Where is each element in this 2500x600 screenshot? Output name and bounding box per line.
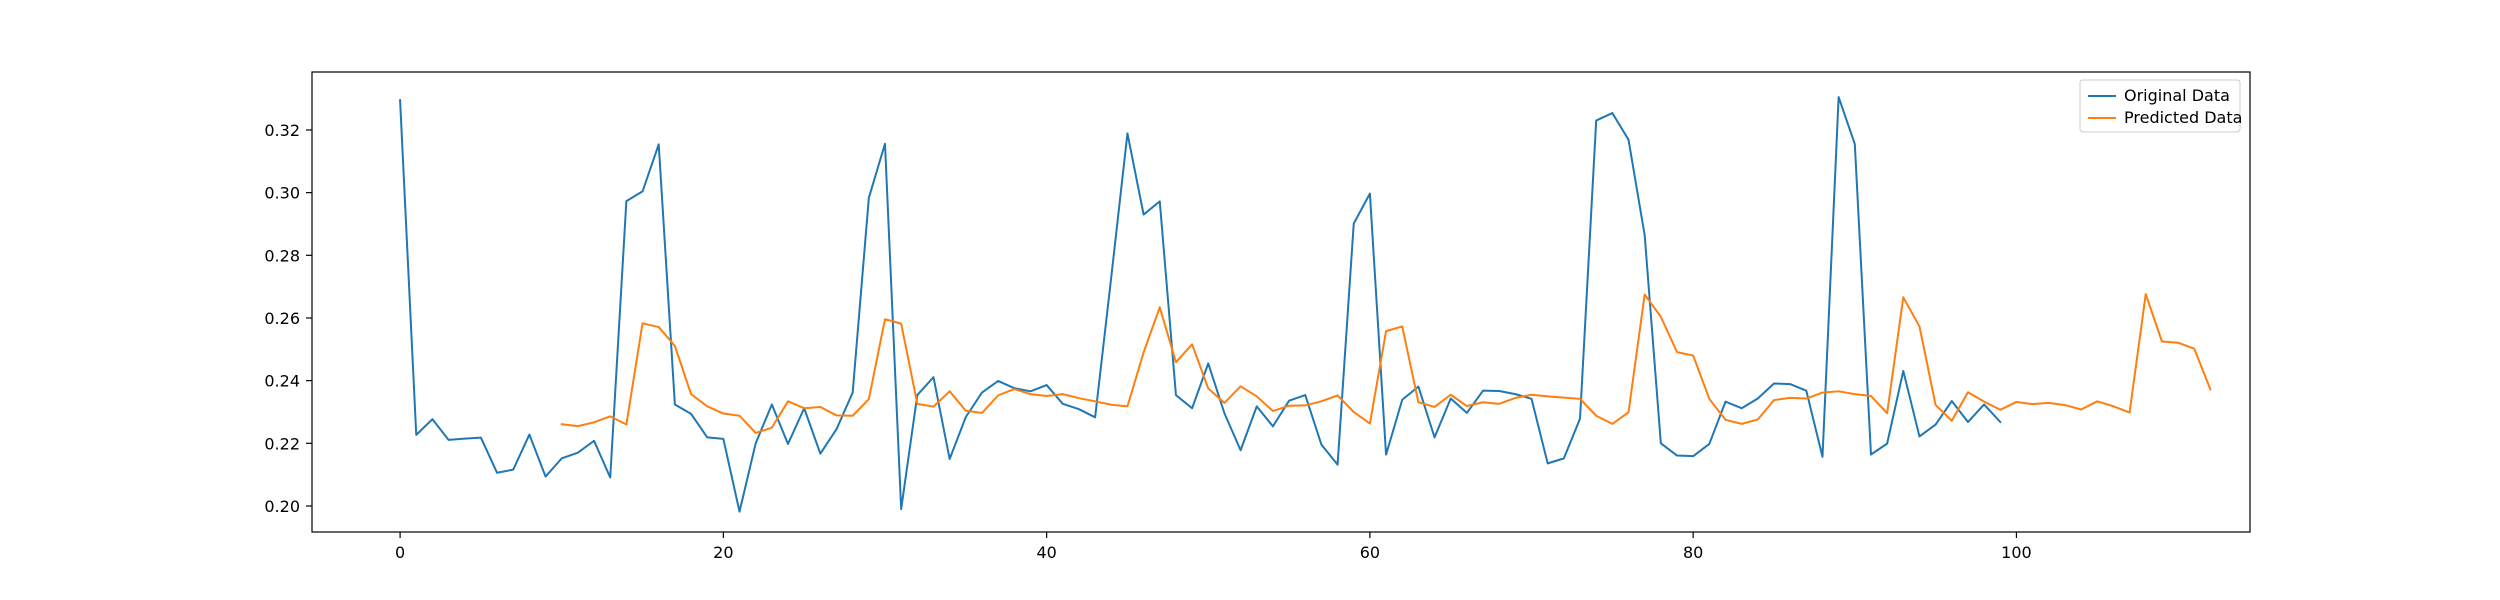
x-tick-label: 20 [713,543,733,562]
legend-label: Predicted Data [2124,108,2242,127]
axes: 0 20 40 60 80 100 0.20 0.22 0.24 0.26 0.28 0.30 0.32 [264,71,2251,562]
x-tick-label: 80 [1683,543,1703,562]
y-tick-label: 0.28 [264,246,300,265]
y-tick-label: 0.22 [264,434,300,453]
x-tick-label: 0 [395,543,405,562]
series-line-original [399,96,2002,513]
x-tick-label: 100 [2001,543,2032,562]
x-tick-label: 60 [1360,543,1380,562]
series-line-predicted [560,293,2212,434]
x-tick-label: 40 [1036,543,1056,562]
y-tick-label: 0.32 [264,121,300,140]
y-tick-label: 0.30 [264,184,300,203]
legend: Original Data Predicted Data [2079,79,2242,133]
y-tick-label: 0.26 [264,309,300,328]
y-tick-label: 0.24 [264,372,300,391]
y-tick-label: 0.20 [264,497,300,516]
legend-box [2079,79,2241,133]
plot-area [399,96,2212,513]
axes-frame [311,71,2251,533]
legend-label: Original Data [2124,86,2230,105]
